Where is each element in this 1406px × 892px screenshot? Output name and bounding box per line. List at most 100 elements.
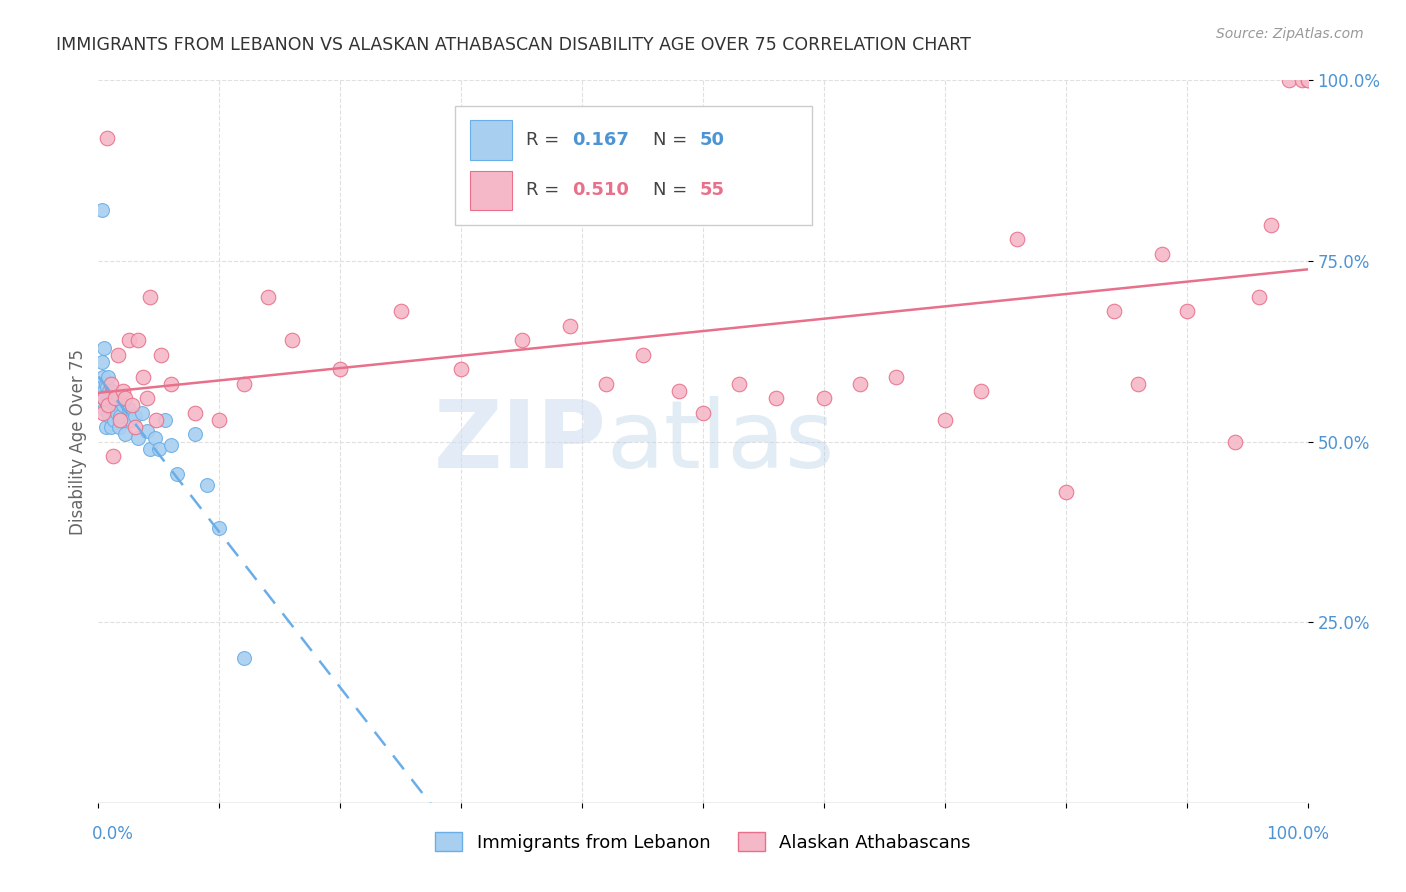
Point — [1296, 73, 1319, 87]
Text: R =: R = — [526, 131, 565, 149]
Point — [232, 376, 254, 391]
Point — [91, 355, 114, 369]
Point — [208, 521, 231, 535]
Point — [93, 341, 115, 355]
Point — [90, 376, 112, 391]
Point — [232, 651, 254, 665]
Point — [595, 376, 617, 391]
Point — [108, 420, 131, 434]
Point — [91, 203, 114, 218]
Point — [96, 398, 118, 412]
Point — [1128, 376, 1150, 391]
Point — [100, 420, 122, 434]
Point — [107, 391, 129, 405]
Point — [94, 420, 117, 434]
Point — [1223, 434, 1246, 449]
Point — [104, 391, 127, 405]
Point — [91, 369, 114, 384]
Point — [1152, 246, 1174, 260]
Text: R =: R = — [526, 181, 565, 200]
Point — [118, 334, 141, 348]
Point — [389, 304, 412, 318]
Point — [96, 380, 118, 394]
Point — [96, 131, 118, 145]
Text: 0.510: 0.510 — [572, 181, 630, 200]
Text: 55: 55 — [699, 181, 724, 200]
Point — [631, 348, 654, 362]
Point — [184, 406, 207, 420]
Point — [139, 442, 162, 456]
Point — [195, 478, 218, 492]
Point — [127, 431, 149, 445]
Point — [118, 402, 141, 417]
Point — [101, 402, 124, 417]
Point — [1260, 218, 1282, 232]
Point — [127, 334, 149, 348]
Point — [131, 406, 153, 420]
Text: Source: ZipAtlas.com: Source: ZipAtlas.com — [1216, 27, 1364, 41]
Point — [93, 402, 115, 417]
Point — [145, 413, 167, 427]
Point — [281, 334, 304, 348]
Point — [1102, 304, 1125, 318]
Text: atlas: atlas — [606, 395, 835, 488]
Point — [111, 398, 134, 412]
Point — [160, 376, 183, 391]
Point — [934, 413, 956, 427]
Point — [101, 391, 124, 405]
Point — [150, 348, 173, 362]
Point — [93, 384, 115, 398]
Point — [166, 467, 188, 481]
Text: 0.167: 0.167 — [572, 131, 630, 149]
Point — [1249, 290, 1271, 304]
Point — [97, 406, 120, 420]
Point — [765, 391, 787, 405]
Point — [135, 424, 157, 438]
Point — [100, 402, 122, 417]
Point — [98, 384, 121, 398]
Point — [208, 413, 231, 427]
Point — [1007, 232, 1029, 246]
Point — [139, 290, 162, 304]
Text: N =: N = — [654, 131, 693, 149]
Text: IMMIGRANTS FROM LEBANON VS ALASKAN ATHABASCAN DISABILITY AGE OVER 75 CORRELATION: IMMIGRANTS FROM LEBANON VS ALASKAN ATHAB… — [56, 36, 972, 54]
Text: N =: N = — [654, 181, 693, 200]
Text: 0.0%: 0.0% — [91, 825, 134, 843]
Point — [668, 384, 690, 398]
FancyBboxPatch shape — [470, 170, 512, 211]
Point — [114, 427, 136, 442]
Text: 100.0%: 100.0% — [1265, 825, 1329, 843]
Point — [1054, 485, 1077, 500]
Point — [94, 394, 117, 409]
Point — [558, 318, 581, 333]
Point — [97, 398, 120, 412]
Point — [849, 376, 872, 391]
Point — [143, 431, 166, 445]
Point — [450, 362, 472, 376]
Point — [813, 391, 835, 405]
Legend: Immigrants from Lebanon, Alaskan Athabascans: Immigrants from Lebanon, Alaskan Athabas… — [429, 825, 977, 859]
Text: ZIP: ZIP — [433, 395, 606, 488]
Point — [120, 413, 142, 427]
Point — [100, 400, 122, 414]
Point — [148, 442, 170, 456]
Point — [1278, 73, 1301, 87]
Point — [94, 376, 117, 391]
Point — [107, 348, 129, 362]
Point — [510, 334, 533, 348]
Point — [101, 449, 124, 463]
Point — [692, 406, 714, 420]
Point — [886, 369, 908, 384]
Point — [93, 391, 115, 405]
Point — [728, 376, 751, 391]
Point — [135, 391, 157, 405]
Point — [103, 413, 125, 427]
Point — [108, 409, 131, 424]
Point — [1175, 304, 1198, 318]
Point — [184, 427, 207, 442]
Point — [105, 406, 128, 420]
Point — [153, 413, 176, 427]
Point — [121, 398, 143, 412]
Point — [114, 391, 136, 405]
Point — [124, 420, 146, 434]
